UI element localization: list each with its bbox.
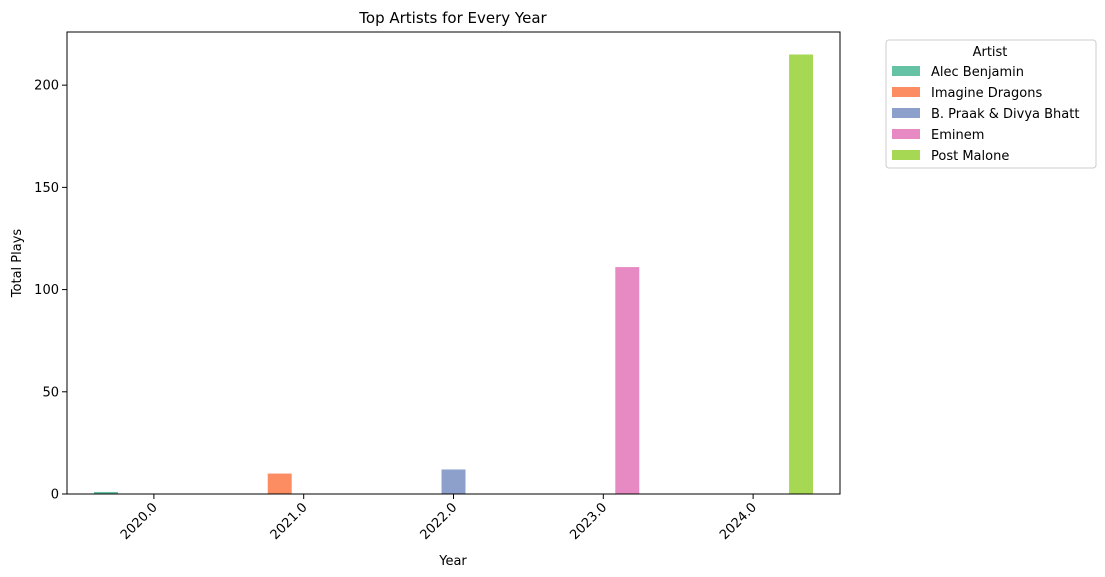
legend-title: Artist — [973, 45, 1008, 60]
bar — [615, 267, 640, 494]
y-axis-label: Total Plays — [10, 229, 25, 299]
legend-label: B. Praak & Divya Bhatt — [931, 107, 1079, 122]
y-tick-label: 150 — [34, 181, 59, 196]
y-tick-label: 50 — [42, 385, 59, 400]
legend-swatch — [892, 108, 920, 118]
legend-label: Alec Benjamin — [931, 65, 1024, 80]
legend-label: Imagine Dragons — [931, 86, 1042, 101]
legend-swatch — [892, 129, 920, 139]
legend: Artist Alec Benjamin Imagine Dragons B. Pr… — [885, 39, 1097, 169]
y-tick-label: 0 — [51, 488, 59, 503]
legend-swatch — [892, 150, 920, 160]
y-tick-label: 200 — [34, 79, 59, 94]
legend-swatch — [892, 87, 920, 97]
plot-frame — [66, 31, 841, 495]
legend-items: Alec Benjamin Imagine Dragons B. Praak & D… — [892, 65, 1079, 164]
y-axis: 0 50 100 150 200 — [34, 79, 67, 503]
bar — [267, 473, 292, 494]
bars-layer — [93, 54, 814, 495]
x-tick-label: 2024.0 — [717, 500, 760, 543]
legend-label: Eminem — [931, 128, 984, 143]
legend-box — [885, 39, 1097, 169]
bar — [93, 491, 118, 494]
bar — [441, 469, 466, 494]
x-tick-label: 2021.0 — [268, 500, 311, 543]
x-tick-label: 2023.0 — [567, 500, 610, 543]
legend-swatch — [892, 66, 920, 76]
x-axis-label: Year — [438, 554, 467, 569]
chart-title: Top Artists for Every Year — [358, 9, 547, 27]
x-axis: 2020.0 2021.0 2022.0 2023.0 2024.0 — [118, 494, 760, 543]
bar — [789, 54, 814, 495]
x-tick-label: 2022.0 — [418, 500, 461, 543]
legend-label: Post Malone — [931, 149, 1009, 164]
x-tick-label: 2020.0 — [118, 500, 161, 543]
y-tick-label: 100 — [34, 283, 59, 298]
